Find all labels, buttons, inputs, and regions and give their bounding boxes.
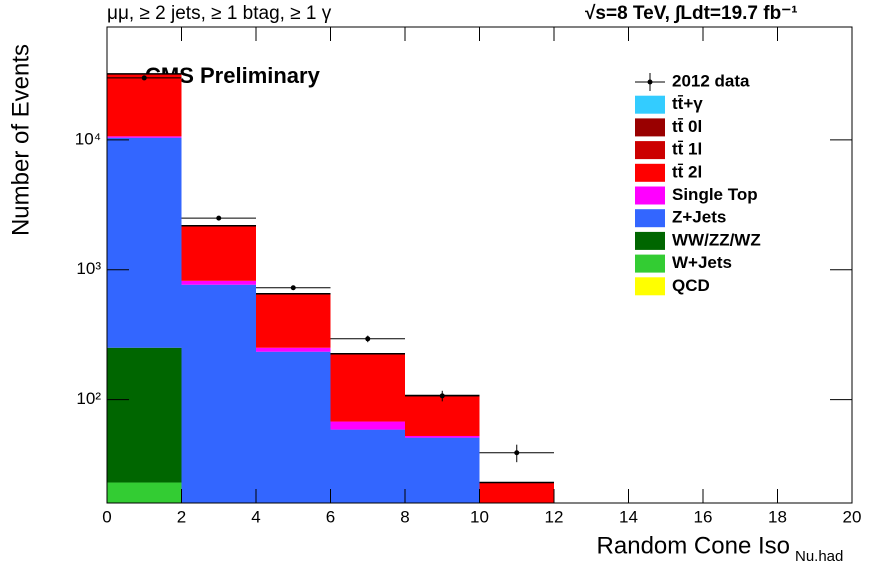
legend-label: Single Top (672, 185, 758, 204)
bar-segment (107, 73, 182, 137)
x-tick-label: 8 (400, 507, 409, 526)
legend-swatch (635, 277, 665, 296)
x-tick-label: 14 (619, 507, 638, 526)
legend-swatch (635, 141, 665, 160)
x-axis-label-sub: Nu.had (795, 548, 843, 565)
bar-segment (330, 429, 405, 503)
legend-swatch (635, 163, 665, 182)
data-point (514, 450, 520, 456)
bar-segment (107, 136, 182, 138)
bar-segment (181, 284, 256, 503)
x-tick-label: 10 (470, 507, 489, 526)
x-tick-label: 12 (545, 507, 564, 526)
x-tick-label: 20 (843, 507, 862, 526)
bar-segment (479, 482, 554, 503)
bar-segment (181, 280, 256, 285)
y-tick-label: 10³ (76, 259, 101, 278)
legend-label: tt̄+γ (672, 94, 703, 113)
legend-label: tt̄ 2l (672, 162, 702, 181)
data-point (141, 75, 147, 81)
x-tick-label: 16 (694, 507, 713, 526)
x-tick-label: 4 (251, 507, 260, 526)
x-tick-label: 0 (102, 507, 111, 526)
bar-segment (405, 435, 480, 438)
legend-swatch (635, 231, 665, 250)
bar-segment (256, 347, 331, 352)
bar-segment (107, 347, 182, 483)
chart-title-left: μμ, ≥ 2 jets, ≥ 1 btag, ≥ 1 γ (107, 3, 332, 24)
bar-segment (330, 421, 405, 430)
legend-label: Z+Jets (672, 208, 726, 227)
bar-segment (107, 137, 182, 348)
legend-swatch (635, 118, 665, 137)
x-axis-label: Random Cone Iso (597, 532, 790, 559)
bar-segment (330, 353, 405, 422)
bar-segment (107, 482, 182, 503)
legend-label: 2012 data (672, 71, 750, 90)
legend-label: QCD (672, 276, 710, 295)
legend-label: WW/ZZ/WZ (672, 230, 761, 249)
x-tick-label: 18 (768, 507, 787, 526)
data-point (439, 393, 445, 399)
legend-swatch (635, 254, 665, 273)
y-axis-label: Number of Events (7, 44, 34, 236)
legend-swatch (635, 209, 665, 228)
data-point (216, 215, 222, 221)
y-tick-label: 10⁴ (75, 129, 101, 148)
legend-label: W+Jets (672, 253, 732, 272)
bar-segment (405, 437, 480, 503)
bar-segment (256, 293, 331, 348)
data-point (290, 285, 296, 291)
x-tick-label: 2 (177, 507, 186, 526)
x-tick-label: 6 (326, 507, 335, 526)
legend-swatch (635, 186, 665, 205)
legend-label: tt̄ 1l (672, 140, 702, 159)
legend-swatch (635, 95, 665, 114)
chart-title-right: √s=8 TeV, ∫Ldt=19.7 fb⁻¹ (585, 3, 798, 24)
bar-segment (181, 225, 256, 281)
legend-label: tt̄ 0l (672, 117, 702, 136)
bar-segment (256, 351, 331, 503)
bar-segment (405, 395, 480, 436)
legend-marker (647, 79, 653, 85)
y-tick-label: 10² (76, 389, 101, 408)
data-point (365, 336, 371, 342)
